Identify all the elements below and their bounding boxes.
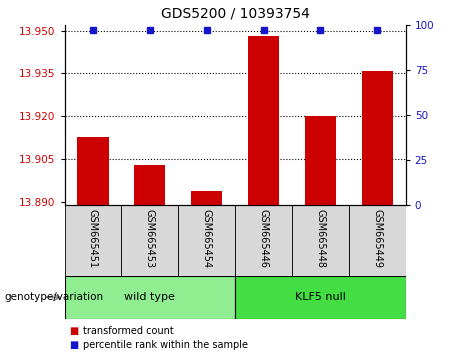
Text: GSM665449: GSM665449 <box>372 209 382 268</box>
Text: ■: ■ <box>69 340 78 350</box>
Bar <box>349 205 406 276</box>
Title: GDS5200 / 10393754: GDS5200 / 10393754 <box>161 7 309 21</box>
Text: ■: ■ <box>69 326 78 336</box>
Text: percentile rank within the sample: percentile rank within the sample <box>83 340 248 350</box>
Bar <box>121 205 178 276</box>
Text: genotype/variation: genotype/variation <box>5 292 104 302</box>
Bar <box>235 205 292 276</box>
Bar <box>65 205 121 276</box>
Text: GSM665453: GSM665453 <box>145 209 155 268</box>
Bar <box>77 137 109 205</box>
Text: GSM665454: GSM665454 <box>201 209 212 268</box>
Text: transformed count: transformed count <box>83 326 174 336</box>
Bar <box>248 36 279 205</box>
Text: GSM665448: GSM665448 <box>315 209 325 268</box>
Bar <box>235 276 406 319</box>
Text: KLF5 null: KLF5 null <box>295 292 346 302</box>
Text: GSM665446: GSM665446 <box>259 209 269 268</box>
Bar <box>178 205 235 276</box>
Text: wild type: wild type <box>124 292 175 302</box>
Bar <box>292 205 349 276</box>
Bar <box>134 165 165 205</box>
Bar <box>65 276 235 319</box>
Bar <box>191 191 222 205</box>
Bar <box>361 71 393 205</box>
Text: GSM665451: GSM665451 <box>88 209 98 268</box>
Bar <box>305 116 336 205</box>
